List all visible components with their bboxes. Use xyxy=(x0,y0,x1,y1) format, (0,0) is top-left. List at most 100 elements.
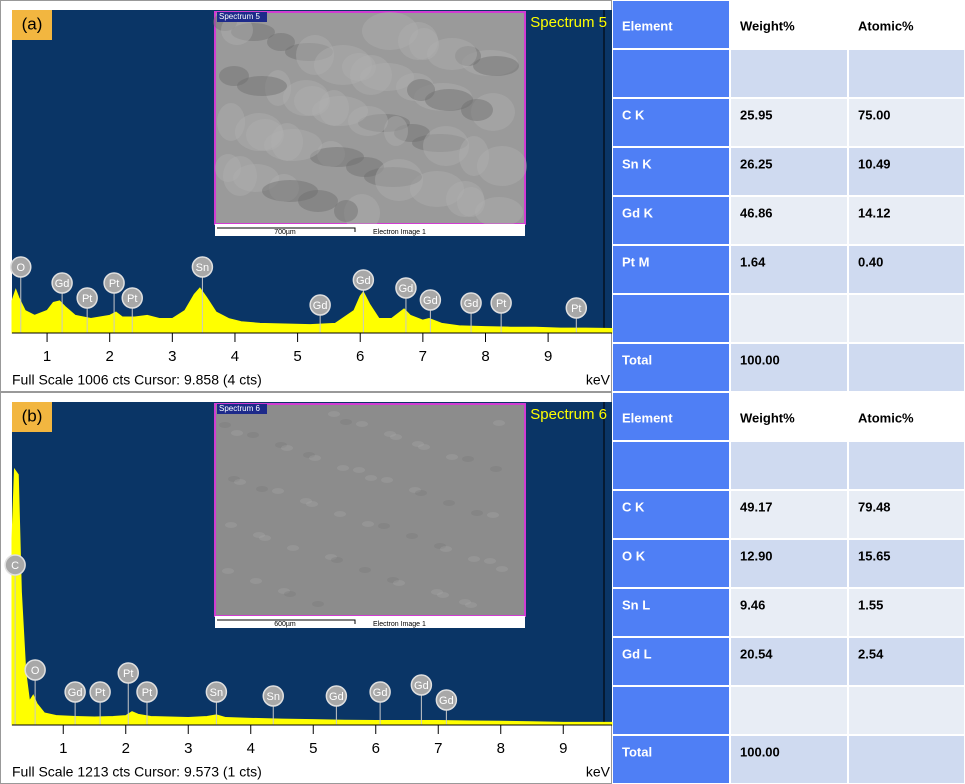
sem-texture xyxy=(222,568,234,574)
table-cell xyxy=(731,148,847,195)
footer: Full Scale 1006 cts Cursor: 9.858 (4 cts… xyxy=(12,372,262,388)
cell-value: 49.17 xyxy=(740,499,773,514)
peak-label: Pt xyxy=(496,298,506,310)
sem-texture xyxy=(237,76,287,96)
peak-label: Gd xyxy=(373,687,388,699)
cell-value: Atomic% xyxy=(858,18,914,33)
table-cell xyxy=(731,344,847,391)
peak-label: Gd xyxy=(68,687,83,699)
cell-value: 100.00 xyxy=(740,352,780,367)
sem-texture xyxy=(250,578,262,584)
table-cell xyxy=(613,99,729,146)
sem-texture xyxy=(309,455,321,461)
table-cell xyxy=(613,295,729,342)
table-cell xyxy=(613,736,729,783)
sem-texture xyxy=(471,510,483,516)
sem-texture xyxy=(350,55,392,95)
table-cell xyxy=(613,50,729,97)
table-cell xyxy=(731,99,847,146)
cell-value: 1.64 xyxy=(740,254,766,269)
x-tick-label: 9 xyxy=(544,348,552,365)
cell-value: 20.54 xyxy=(740,646,773,661)
sem-texture xyxy=(362,521,374,527)
panel-label: (a) xyxy=(22,14,43,33)
x-tick-label: 8 xyxy=(481,348,489,365)
cell-value: 15.65 xyxy=(858,548,891,563)
cell-value: Atomic% xyxy=(858,410,914,425)
sem-texture xyxy=(287,545,299,551)
table-cell xyxy=(613,491,729,538)
sem-texture xyxy=(340,419,352,425)
x-tick-label: 9 xyxy=(559,740,567,757)
table-cell xyxy=(849,148,964,195)
peak-label: Sn xyxy=(210,687,223,699)
row-label: C K xyxy=(622,107,645,122)
table-cell xyxy=(731,295,847,342)
sem-texture xyxy=(264,129,322,161)
row-label: Sn L xyxy=(622,597,650,612)
cell-value: 75.00 xyxy=(858,107,891,122)
image-footer xyxy=(215,224,525,236)
sem-texture xyxy=(468,556,480,562)
row-label: C K xyxy=(622,499,645,514)
peak-label: Pt xyxy=(95,687,105,699)
peak-label: O xyxy=(31,665,40,677)
row-label: Gd L xyxy=(622,646,652,661)
table-cell xyxy=(613,442,729,489)
sem-texture xyxy=(477,146,527,186)
table-cell xyxy=(613,638,729,685)
cell-value: 9.46 xyxy=(740,597,765,612)
x-unit: keV xyxy=(586,764,611,780)
spectrum-title: Spectrum 6 xyxy=(530,406,607,423)
sem-texture xyxy=(247,432,259,438)
peak-label: Pt xyxy=(123,668,133,680)
sem-texture xyxy=(378,523,390,529)
sem-texture xyxy=(365,475,377,481)
row-label: Element xyxy=(622,410,673,425)
sem-texture xyxy=(406,533,418,539)
spectrum-title: Spectrum 5 xyxy=(530,14,607,31)
sem-texture xyxy=(223,156,257,196)
sem-texture xyxy=(487,512,499,518)
peak-label: Pt xyxy=(109,278,119,290)
peak-label: Gd xyxy=(313,300,328,312)
sem-texture xyxy=(496,566,508,572)
sem-texture xyxy=(331,557,343,563)
sem-texture xyxy=(328,411,340,417)
sem-texture xyxy=(415,490,427,496)
sem-texture xyxy=(353,467,365,473)
sem-texture xyxy=(259,535,271,541)
cell-value: Weight% xyxy=(740,410,795,425)
sem-texture xyxy=(234,479,246,485)
peak-label: Pt xyxy=(571,303,581,315)
peak-label: Gd xyxy=(414,680,429,692)
peak-label: Gd xyxy=(55,278,70,290)
cell-value: 79.48 xyxy=(858,499,891,514)
table-cell xyxy=(849,197,964,244)
sem-texture xyxy=(298,190,338,212)
sem-texture xyxy=(219,422,231,428)
table-cell xyxy=(613,197,729,244)
sem-texture xyxy=(384,116,408,146)
peak-label: Gd xyxy=(439,695,454,707)
footer: Full Scale 1213 cts Cursor: 9.573 (1 cts… xyxy=(12,764,262,780)
table-cell xyxy=(849,344,964,391)
sem-texture xyxy=(465,602,477,608)
table-cell xyxy=(849,295,964,342)
panel-label: (b) xyxy=(22,406,43,425)
sem-texture xyxy=(375,159,423,201)
sem-texture xyxy=(427,38,477,70)
sem-texture xyxy=(225,522,237,528)
image-caption: Electron Image 1 xyxy=(373,229,426,236)
sem-texture xyxy=(493,420,505,426)
sem-texture xyxy=(312,601,324,607)
table-cell xyxy=(613,589,729,636)
table-cell xyxy=(731,491,847,538)
row-label: Total xyxy=(622,744,652,759)
row-label: Total xyxy=(622,352,652,367)
table-cell xyxy=(613,687,729,734)
cell-value: 12.90 xyxy=(740,548,773,563)
sem-texture xyxy=(334,511,346,517)
table-cell xyxy=(849,50,964,97)
table-cell xyxy=(849,442,964,489)
